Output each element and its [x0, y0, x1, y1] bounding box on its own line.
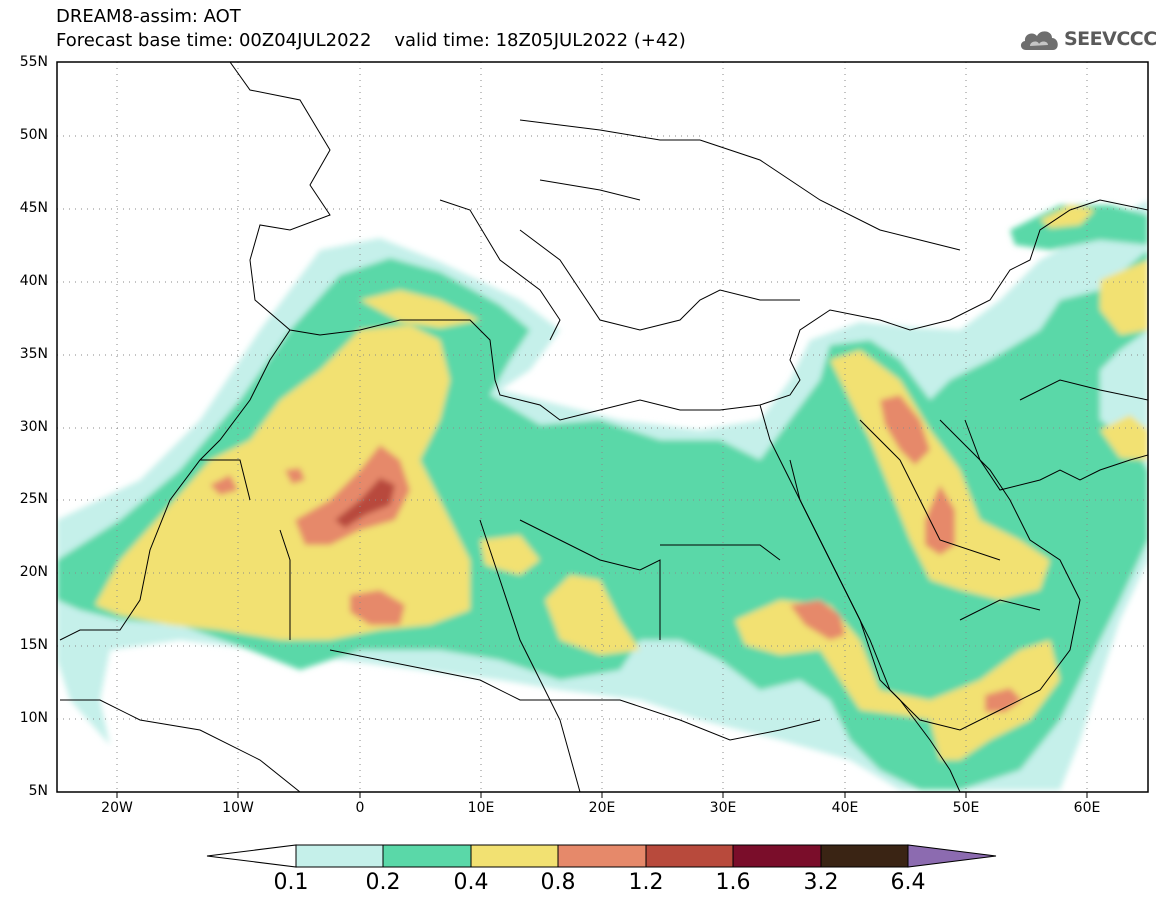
lon-label: 50E: [952, 800, 980, 816]
lat-label: 10N: [19, 710, 48, 726]
cloud-icon: [1020, 31, 1058, 50]
title-line-2: Forecast base time: 00Z04JUL2022 valid t…: [56, 30, 686, 51]
lat-label: 30N: [19, 419, 48, 435]
lat-label: 5N: [28, 783, 48, 799]
lat-label: 55N: [19, 54, 48, 70]
colorbar-label: 1.6: [715, 870, 751, 895]
lon-label: 0: [355, 800, 365, 816]
colorbar-label: 0.2: [365, 870, 401, 895]
coastlines: [59, 62, 1148, 792]
aot-field: [57, 62, 1148, 792]
colorbar-bin: [732, 844, 822, 868]
colorbar-label: 0.1: [273, 870, 309, 895]
lat-label: 25N: [19, 491, 48, 507]
colorbar-bin: [820, 844, 909, 868]
colorbar-bin: [557, 844, 647, 868]
lon-label: 60E: [1073, 800, 1101, 816]
ticks: [116, 792, 1088, 798]
logo-text: SEEVCCC: [1064, 28, 1157, 50]
colorbar-under: [206, 844, 297, 868]
title-line-1: DREAM8-assim: AOT: [56, 6, 241, 27]
colorbar-label: 3.2: [803, 870, 839, 895]
colorbar-bin: [295, 844, 384, 868]
colorbar-label: 1.2: [628, 870, 664, 895]
lon-label: 20W: [101, 800, 133, 816]
colorbar-bin: [645, 844, 734, 868]
colorbar-label: 0.8: [540, 870, 576, 895]
colorbar-label: 6.4: [890, 870, 926, 895]
lon-label: 10W: [222, 800, 254, 816]
colorbar-bin: [470, 844, 559, 868]
lon-label: 20E: [588, 800, 616, 816]
colorbar-over: [907, 844, 997, 868]
colorbar-bin: [382, 844, 472, 868]
lat-label: 35N: [19, 346, 48, 362]
colorbar-label: 0.4: [453, 870, 489, 895]
lat-label: 50N: [19, 127, 48, 143]
lon-label: 30E: [709, 800, 737, 816]
lat-label: 40N: [19, 273, 48, 289]
lat-label: 15N: [19, 637, 48, 653]
lat-label: 45N: [19, 200, 48, 216]
seevccc-logo: SEEVCCC: [1018, 24, 1158, 54]
lon-label: 40E: [831, 800, 859, 816]
lon-label: 10E: [467, 800, 495, 816]
lat-label: 20N: [19, 564, 48, 580]
